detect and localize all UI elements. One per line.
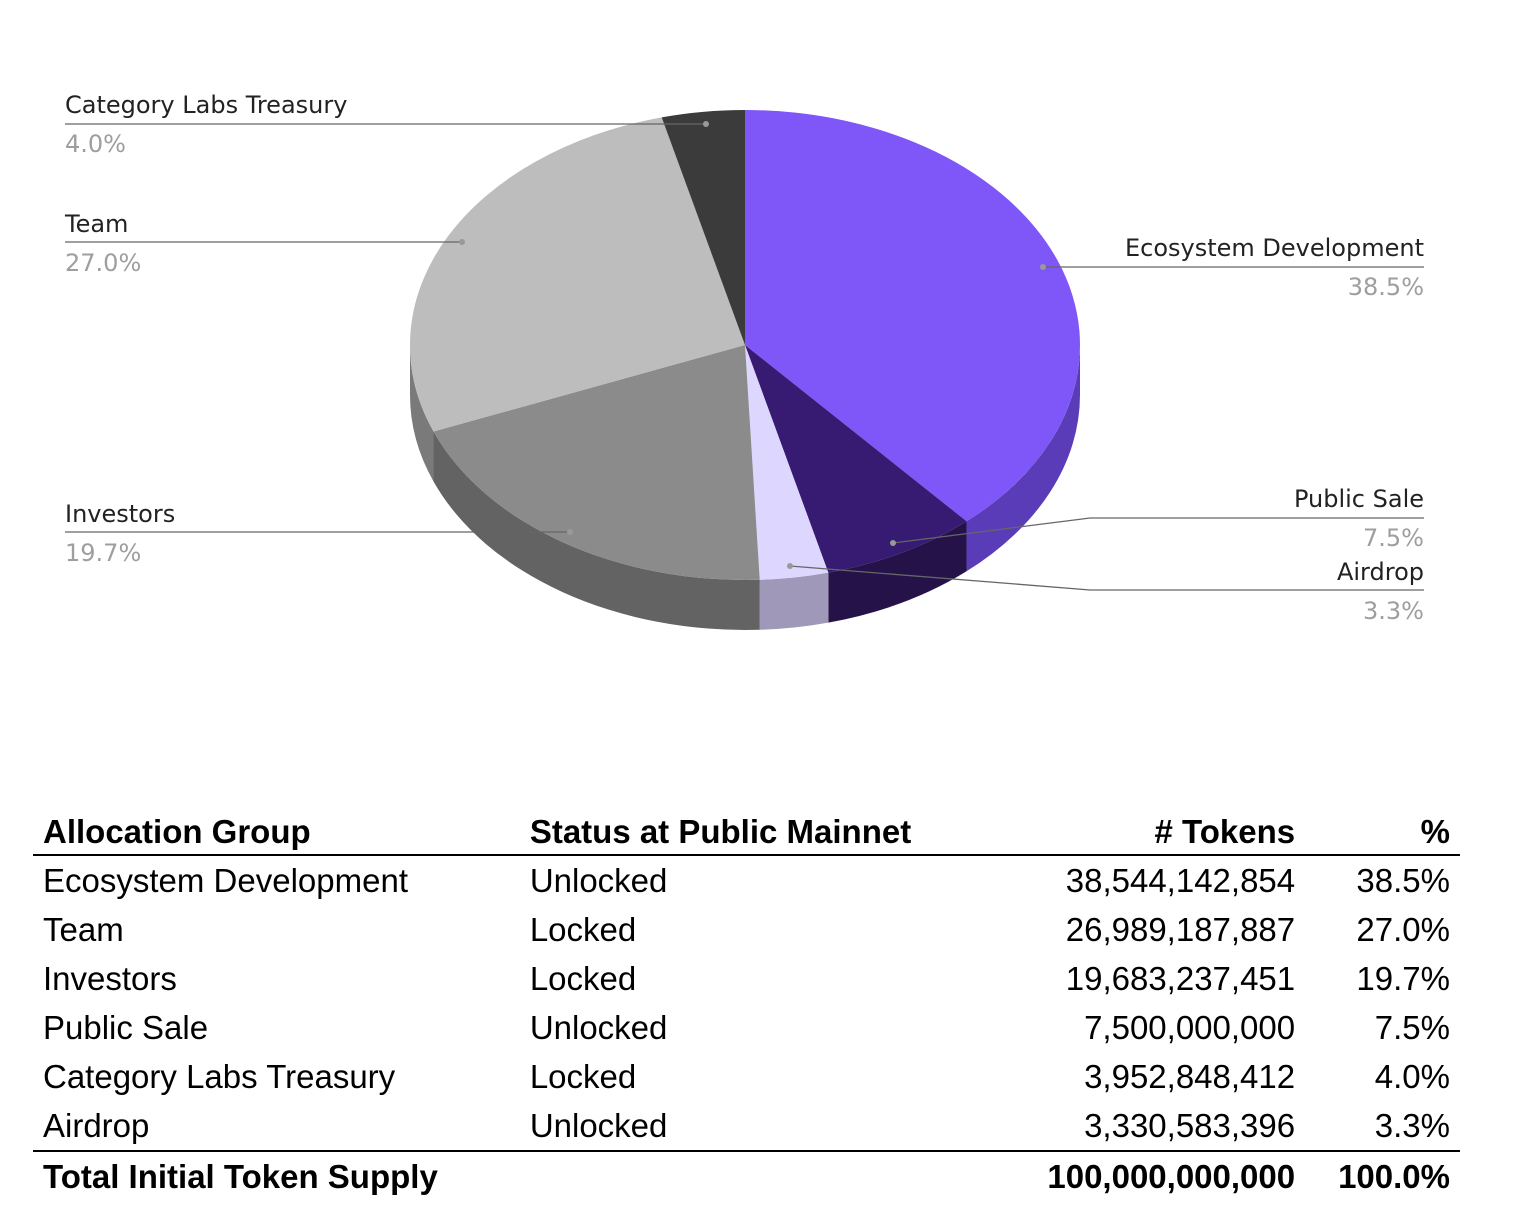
cell-tokens: 3,952,848,412: [1084, 1057, 1296, 1095]
leader-dot: [787, 563, 793, 569]
header-status: Status at Public Mainnet: [519, 810, 991, 856]
leader-dot: [459, 239, 465, 245]
slice-percent: 3.3%: [1363, 597, 1424, 625]
pie-slice-airdrop: [745, 345, 829, 580]
header-allocation-group: Allocation Group: [33, 810, 520, 856]
cell-percent: 38.5%: [1356, 861, 1450, 899]
cell-status: Unlocked: [529, 1008, 668, 1046]
allocation-table: Allocation Group Status at Public Mainne…: [33, 810, 1460, 1201]
slice-percent: 27.0%: [65, 249, 141, 277]
cell-group: Ecosystem Development: [43, 861, 408, 899]
pie-chart: Ecosystem Development 38.5% Public Sale 7.5…: [64, 91, 1424, 630]
leader-line: [892, 517, 1424, 544]
slice-label: Category Labs Treasury: [65, 91, 347, 119]
leader-line: [789, 565, 1424, 591]
leader-dot: [703, 121, 709, 127]
slice-label: Team: [64, 210, 128, 238]
cell-tokens: 100,000,000,000: [990, 1150, 1306, 1201]
slice-percent: 4.0%: [65, 130, 126, 158]
cell-group: Category Labs Treasury: [43, 1057, 396, 1095]
pie-side-0: [966, 345, 1080, 572]
pie-side-2: [759, 572, 829, 630]
header-percent: %: [1305, 810, 1460, 856]
slice-label: Ecosystem Development: [1125, 234, 1424, 262]
pie-side-3: [433, 431, 760, 630]
pie-slice-investors: [433, 345, 760, 581]
pie-slice-team: [409, 117, 745, 432]
table-row: Ecosystem Development Unlocked 38,544,142,…: [33, 855, 1460, 905]
cell-status: Unlocked: [529, 861, 668, 899]
cell-group: Public Sale: [43, 1008, 209, 1046]
cell-tokens: 7,500,000,000: [1084, 1008, 1296, 1046]
cell-status: [519, 1150, 991, 1201]
slice-percent: 38.5%: [1348, 273, 1424, 301]
cell-group: Investors: [43, 959, 177, 997]
leader-dot: [1040, 264, 1046, 270]
cell-status: Locked: [529, 959, 637, 997]
leader-dot: [890, 540, 896, 546]
slice-label: Airdrop: [1337, 558, 1424, 586]
slice-percent: 7.5%: [1363, 524, 1424, 552]
pie-side-4: [410, 345, 434, 482]
cell-percent: 100.0%: [1305, 1150, 1460, 1201]
cell-percent: 4.0%: [1374, 1057, 1450, 1095]
cell-percent: 27.0%: [1356, 910, 1450, 948]
cell-tokens: 26,989,187,887: [1065, 910, 1296, 948]
slice-label: Public Sale: [1294, 485, 1424, 513]
cell-status: Unlocked: [529, 1106, 668, 1144]
pie-slice-public-sale: [745, 345, 967, 573]
cell-percent: 3.3%: [1374, 1106, 1450, 1144]
table-row: Category Labs Treasury Locked 3,952,848,41…: [33, 1052, 1460, 1101]
pie-slice-ecosystem-development: [745, 110, 1081, 522]
slice-label: Investors: [65, 500, 175, 528]
table-row: Investors Locked 19,683,237,451 19.7%: [33, 954, 1460, 1003]
cell-percent: 19.7%: [1356, 959, 1450, 997]
cell-percent: 7.5%: [1374, 1008, 1450, 1046]
pie-slice-category-labs-treasury: [661, 110, 745, 345]
header-tokens: # Tokens: [990, 810, 1306, 856]
leader-dot: [567, 529, 573, 535]
cell-group: Team: [43, 910, 124, 948]
cell-group: Airdrop: [43, 1106, 150, 1144]
table-header-row: Allocation Group Status at Public Mainne…: [33, 810, 1460, 856]
cell-status: Locked: [529, 1057, 637, 1095]
table-row: Team Locked 26,989,187,887 27.0%: [33, 905, 1460, 954]
cell-status: Locked: [529, 910, 637, 948]
table-row: Airdrop Unlocked 3,330,583,396 3.3%: [33, 1101, 1460, 1151]
cell-group: Total Initial Token Supply: [33, 1150, 520, 1201]
table-total-row: Total Initial Token Supply 100,000,000,00…: [33, 1150, 1460, 1201]
cell-tokens: 19,683,237,451: [1065, 959, 1296, 997]
table-row: Public Sale Unlocked 7,500,000,000 7.5%: [33, 1003, 1460, 1052]
slice-percent: 19.7%: [65, 539, 141, 567]
pie-side-1: [828, 521, 967, 623]
cell-tokens: 38,544,142,854: [1065, 861, 1296, 899]
cell-tokens: 3,330,583,396: [1084, 1106, 1296, 1144]
